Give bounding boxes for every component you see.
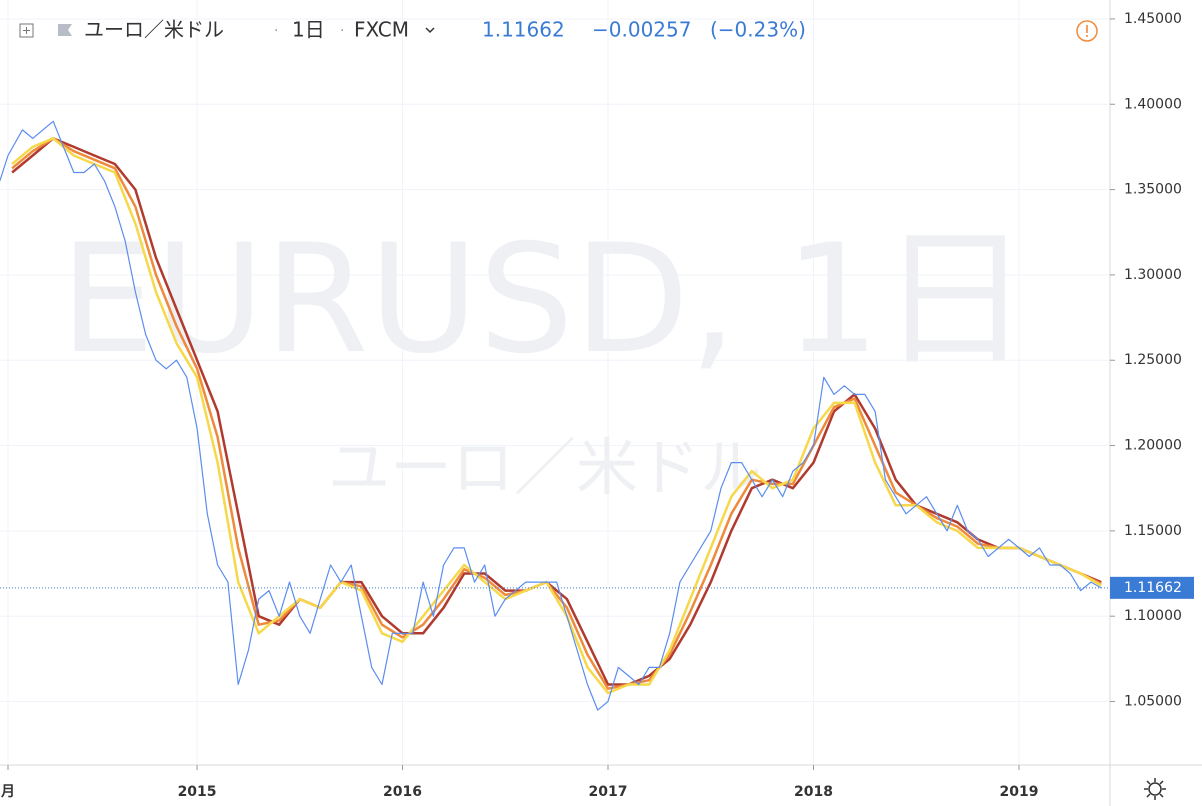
flag-icon[interactable]: [58, 24, 72, 36]
last-price-tag: [1110, 576, 1194, 599]
y-tick-label: 1.05000: [1124, 694, 1182, 710]
settings-rays: [1144, 778, 1166, 800]
x-tick-label: 2015: [178, 784, 217, 800]
change: −0.00257: [592, 18, 691, 42]
alert-icon[interactable]: [1076, 20, 1098, 42]
price: 1.11662: [482, 18, 565, 42]
source[interactable]: FXCM: [354, 18, 409, 42]
watermark-sub: ユーロ／米ドル: [328, 431, 762, 504]
interval[interactable]: 1日: [292, 18, 325, 42]
last-price-label: 1.11662: [1124, 580, 1182, 596]
axes: 1.05000 1.10000 1.15000 1.20000 1.25000 1.300…: [0, 11, 1194, 800]
y-tick-label: 1.15000: [1124, 523, 1182, 539]
x-tick-label: 2018: [794, 784, 833, 800]
y-tick-label: 1.20000: [1124, 438, 1182, 454]
y-tick-label: 1.25000: [1124, 352, 1182, 368]
price-line: [0, 120, 1102, 711]
price-line: [11, 137, 1102, 695]
watermark: EURUSD, 1日: [60, 213, 1030, 387]
add-icon[interactable]: [19, 23, 34, 38]
x-tick-label: 2017: [589, 784, 628, 800]
change-pct: (−0.23%): [710, 18, 806, 42]
y-tick-label: 1.30000: [1124, 267, 1182, 283]
y-tick-label: 1.40000: [1124, 96, 1182, 112]
plot: [0, 120, 1110, 711]
dot: ·: [274, 23, 278, 39]
symbol[interactable]: ユーロ／米ドル: [84, 18, 224, 42]
settings-icon[interactable]: [1148, 782, 1162, 796]
dot: ·: [340, 23, 344, 39]
y-tick-label: 1.10000: [1124, 608, 1182, 624]
grid: [0, 0, 1110, 765]
dropdown-icon[interactable]: [425, 27, 435, 34]
y-tick-label: 1.35000: [1124, 182, 1182, 198]
add-icon-plus: [23, 27, 30, 34]
y-tick-label: 1.45000: [1124, 11, 1182, 27]
x-tick-label: 2019: [999, 784, 1038, 800]
x-tick-label: 月: [0, 784, 15, 800]
x-tick-label: 2016: [383, 784, 422, 800]
